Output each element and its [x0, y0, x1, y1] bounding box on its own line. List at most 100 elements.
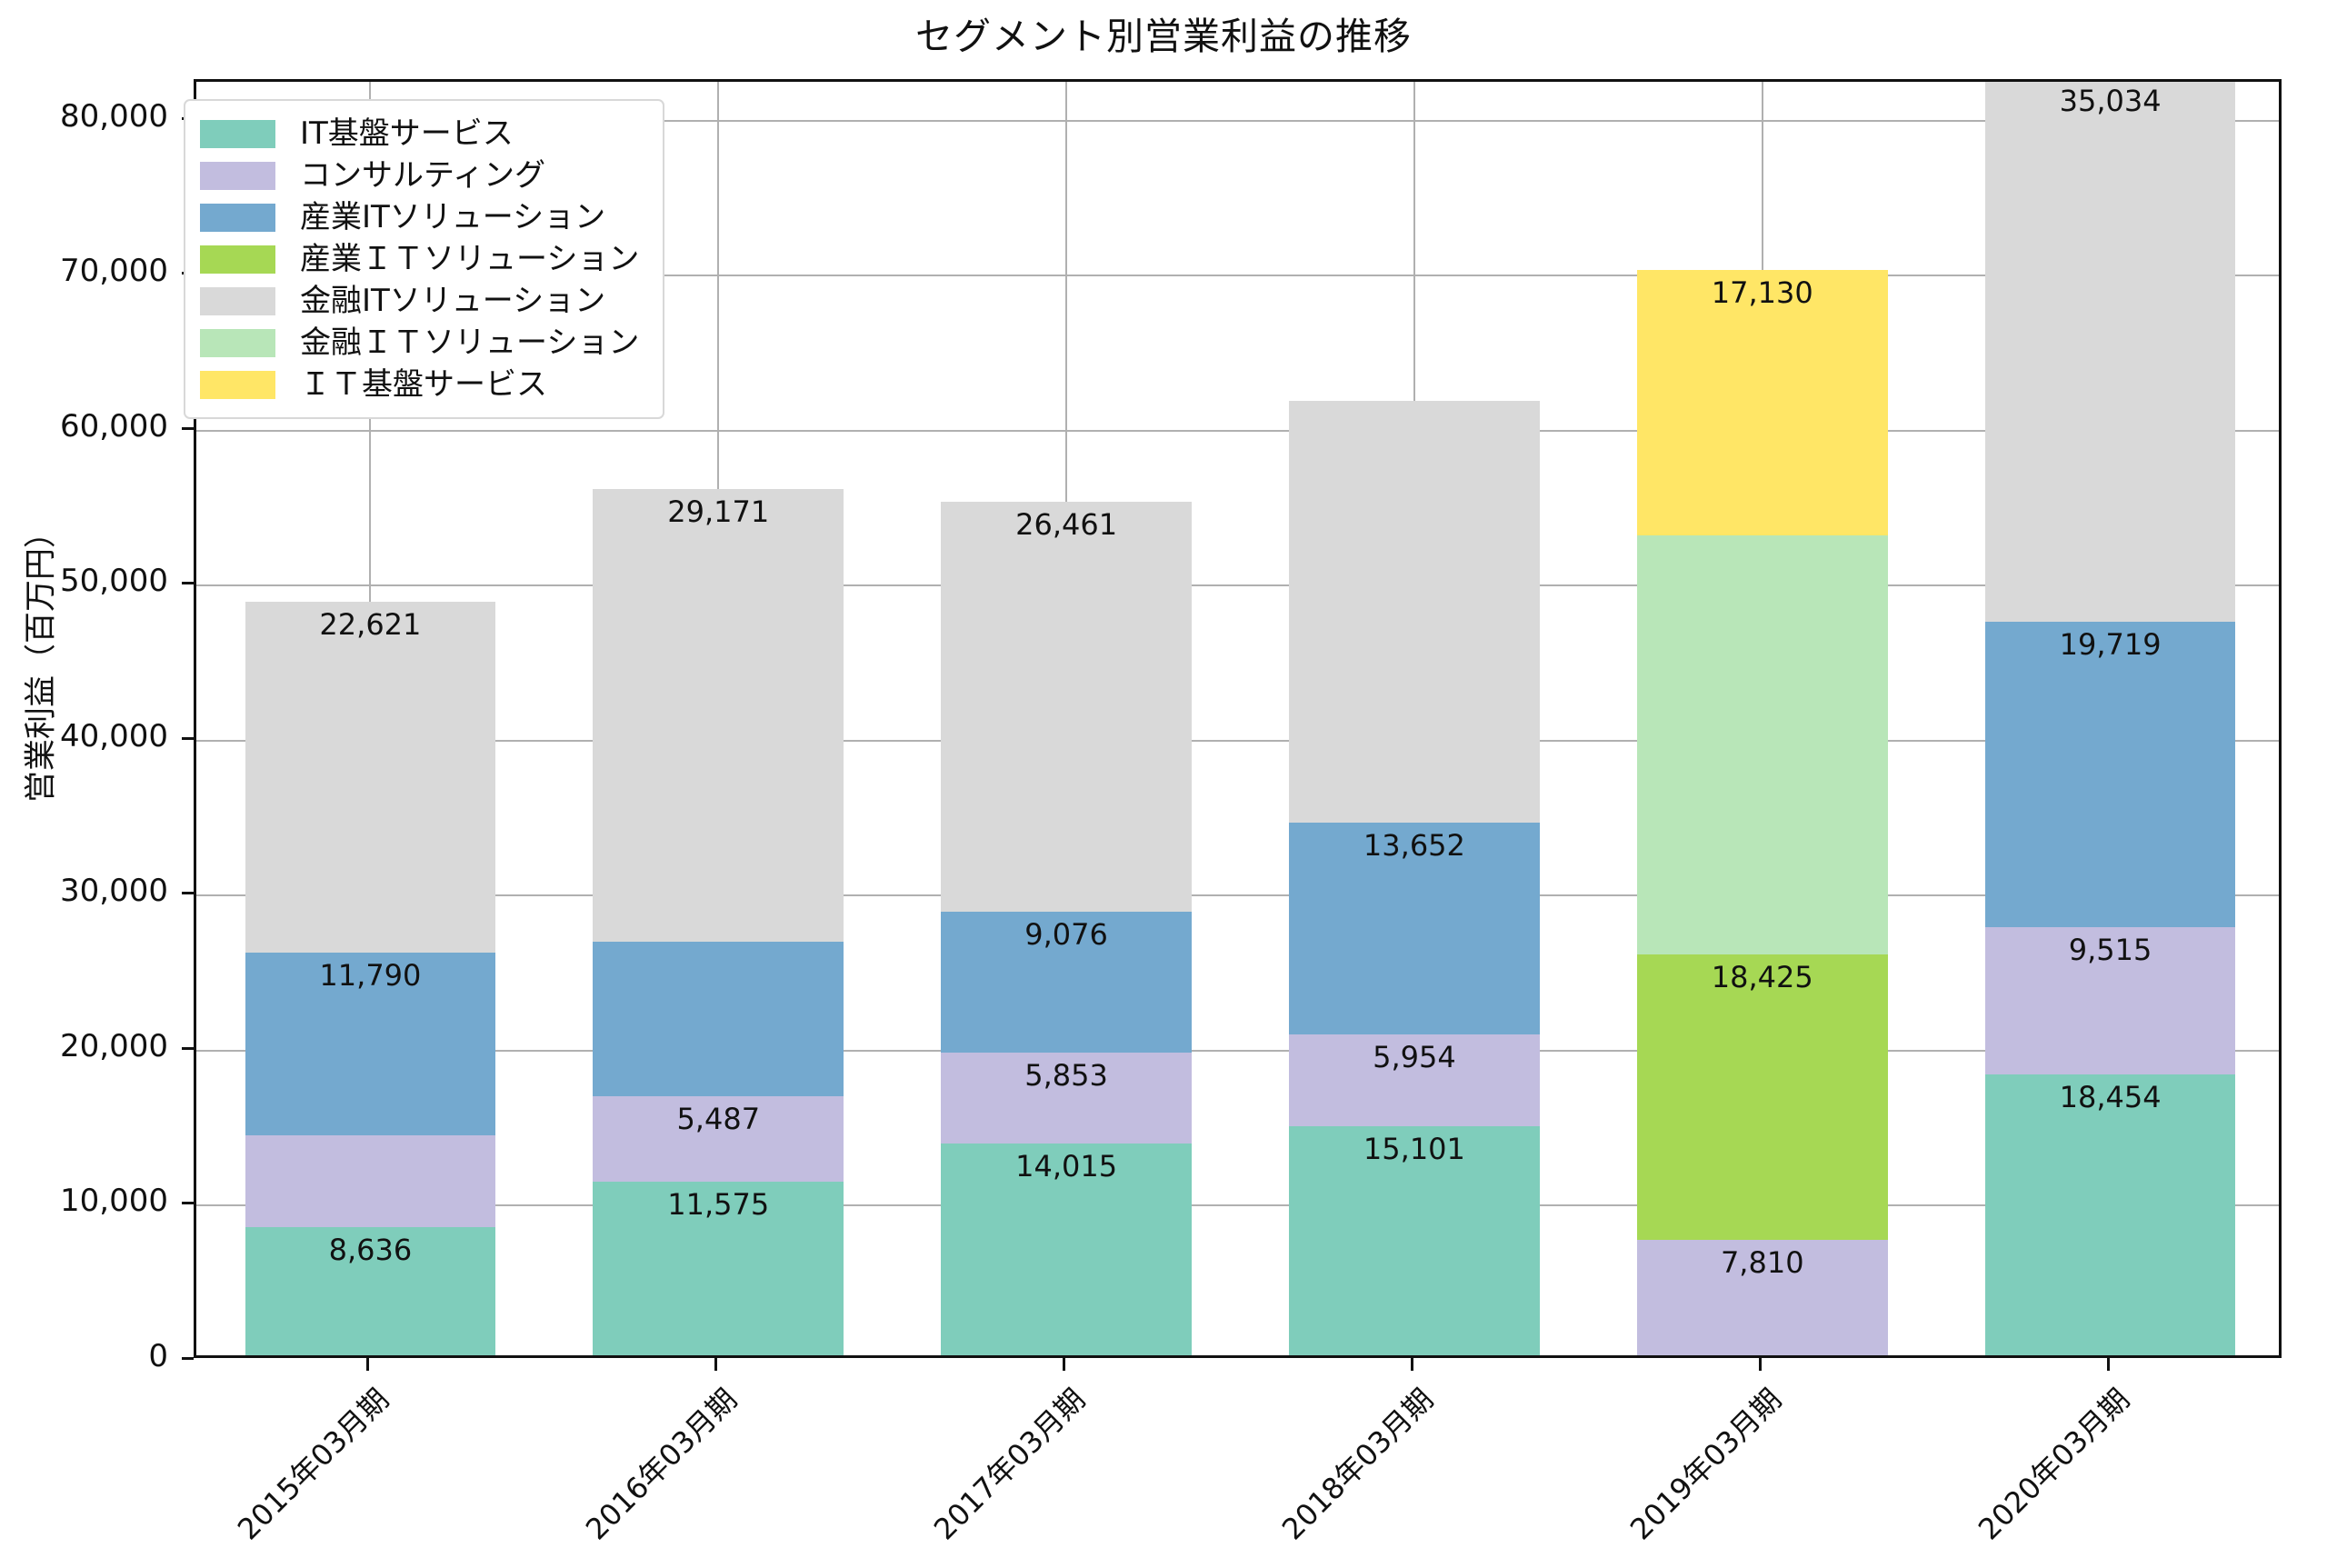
x-tick-mark	[1410, 1358, 1413, 1371]
bar-segment[interactable]	[245, 601, 496, 953]
bar-segment[interactable]	[1636, 1239, 1888, 1355]
legend-label: ＩＴ基盤サービス	[300, 366, 547, 403]
legend-color-swatch-icon	[200, 370, 275, 399]
gridline	[196, 1049, 2279, 1052]
y-tick-mark	[182, 892, 194, 895]
legend-color-swatch-icon	[200, 161, 275, 190]
bar-value-label: 35,034	[2059, 84, 2162, 119]
bar-segment[interactable]	[593, 489, 844, 942]
gridline	[196, 739, 2279, 742]
x-tick-label: 2017年03月期	[927, 1382, 1093, 1547]
legend-color-swatch-icon	[200, 203, 275, 232]
bar-value-label: 17,130	[1711, 275, 1813, 310]
x-tick-label: 2019年03月期	[1623, 1382, 1788, 1547]
y-tick-label: 50,000	[60, 563, 168, 600]
x-tick-label: 2015年03月期	[231, 1382, 396, 1547]
gridline	[196, 894, 2279, 897]
bar-segment[interactable]	[1636, 269, 1888, 536]
bar-segment[interactable]	[593, 941, 844, 1096]
gridline	[196, 429, 2279, 432]
bar-value-label: 14,015	[1015, 1148, 1118, 1183]
bar-segment[interactable]	[1984, 621, 2236, 927]
gridline	[196, 584, 2279, 587]
legend-item[interactable]: 産業ＩＴソリューション	[200, 238, 639, 280]
x-tick-label: 2020年03月期	[1971, 1382, 2136, 1547]
legend-label: 産業ITソリューション	[300, 199, 606, 235]
legend-color-swatch-icon	[200, 286, 275, 315]
bar-value-label: 22,621	[319, 606, 422, 642]
legend-item[interactable]: IT基盤サービス	[200, 113, 639, 155]
gridline	[196, 275, 2279, 277]
legend-label: コンサルティング	[300, 157, 545, 194]
x-tick-mark	[366, 1358, 370, 1371]
bar-value-label: 13,652	[1363, 828, 1465, 864]
legend-rows: IT基盤サービス コンサルティング産業ITソリューション 産業ＩＴソリューション 金融…	[200, 113, 639, 405]
plot-inner: 8,636 11,790 22,621 11,575 5,487 29,171 14,015…	[196, 82, 2279, 1355]
bar-segment[interactable]	[941, 912, 1192, 1054]
bar-segment[interactable]	[1289, 1034, 1540, 1127]
bar-segment[interactable]	[593, 1181, 844, 1355]
legend-item[interactable]: 産業ITソリューション	[200, 196, 639, 238]
y-tick-label: 70,000	[60, 253, 168, 290]
bar-segment[interactable]	[1984, 1074, 2236, 1355]
bar-value-label: 11,575	[667, 1186, 770, 1222]
bar-segment[interactable]	[593, 1096, 844, 1182]
bar-value-label: 5,954	[1373, 1039, 1456, 1074]
y-tick-mark	[182, 582, 194, 585]
gridline	[196, 1204, 2279, 1207]
bar-value-label: 9,515	[2068, 933, 2152, 967]
x-tick-label: 2016年03月期	[579, 1382, 744, 1547]
bar-value-label: 18,425	[1711, 959, 1813, 994]
legend-color-swatch-icon	[200, 245, 275, 274]
y-tick-mark	[182, 1202, 194, 1205]
chart-title: セグメント別営業利益の推移	[915, 15, 1412, 58]
y-tick-label: 10,000	[60, 1183, 168, 1220]
bar-segment[interactable]	[1289, 401, 1540, 824]
plot-area: 8,636 11,790 22,621 11,575 5,487 29,171 14,015…	[194, 79, 2282, 1358]
legend: IT基盤サービス コンサルティング産業ITソリューション 産業ＩＴソリューション 金融…	[184, 99, 665, 419]
legend-item[interactable]: 金融ＩＴソリューション	[200, 322, 639, 364]
bar-segment[interactable]	[1636, 535, 1888, 954]
legend-label: 産業ＩＴソリューション	[300, 241, 640, 277]
y-tick-label: 80,000	[60, 97, 168, 135]
y-tick-label: 40,000	[60, 717, 168, 754]
bar-segment[interactable]	[1636, 954, 1888, 1240]
x-tick-label: 2018年03月期	[1274, 1382, 1441, 1547]
legend-item[interactable]: コンサルティング	[200, 155, 639, 196]
legend-color-swatch-icon	[200, 328, 275, 357]
legend-item[interactable]: ＩＴ基盤サービス	[200, 364, 639, 405]
bar-segment[interactable]	[941, 1143, 1192, 1355]
bar-segment[interactable]	[941, 502, 1192, 913]
bar-segment[interactable]	[1289, 1126, 1540, 1355]
bar-segment[interactable]	[1289, 823, 1540, 1034]
legend-label: 金融ＩＴソリューション	[300, 325, 640, 361]
legend-label: 金融ITソリューション	[300, 283, 606, 319]
bar-segment[interactable]	[245, 1226, 496, 1355]
x-tick-mark	[714, 1358, 718, 1371]
legend-item[interactable]: 金融ITソリューション	[200, 280, 639, 322]
bar-segment[interactable]	[1984, 82, 2236, 622]
legend-color-swatch-icon	[200, 119, 275, 148]
legend-label: IT基盤サービス	[300, 115, 514, 152]
bar-value-label: 29,171	[667, 494, 770, 530]
bar-segment[interactable]	[1984, 927, 2236, 1075]
y-tick-mark	[182, 736, 194, 740]
x-tick-mark	[2106, 1358, 2110, 1371]
bar-value-label: 15,101	[1363, 1132, 1465, 1167]
bar-segment[interactable]	[941, 1053, 1192, 1144]
y-axis-title: 営業利益（百万円）	[23, 516, 60, 804]
y-tick-label: 0	[148, 1338, 168, 1374]
bar-value-label: 7,810	[1720, 1244, 1804, 1280]
x-tick-mark	[1063, 1358, 1066, 1371]
x-tick-mark	[1758, 1358, 1762, 1371]
bar-segment[interactable]	[245, 1134, 496, 1227]
bar-value-label: 11,790	[319, 957, 422, 993]
bar-value-label: 5,853	[1024, 1058, 1108, 1094]
y-tick-label: 60,000	[60, 407, 168, 444]
bar-value-label: 19,719	[2059, 626, 2162, 662]
y-tick-mark	[182, 426, 194, 430]
bar-value-label: 5,487	[676, 1102, 761, 1136]
bar-segment[interactable]	[245, 952, 496, 1135]
gridline	[196, 119, 2279, 122]
